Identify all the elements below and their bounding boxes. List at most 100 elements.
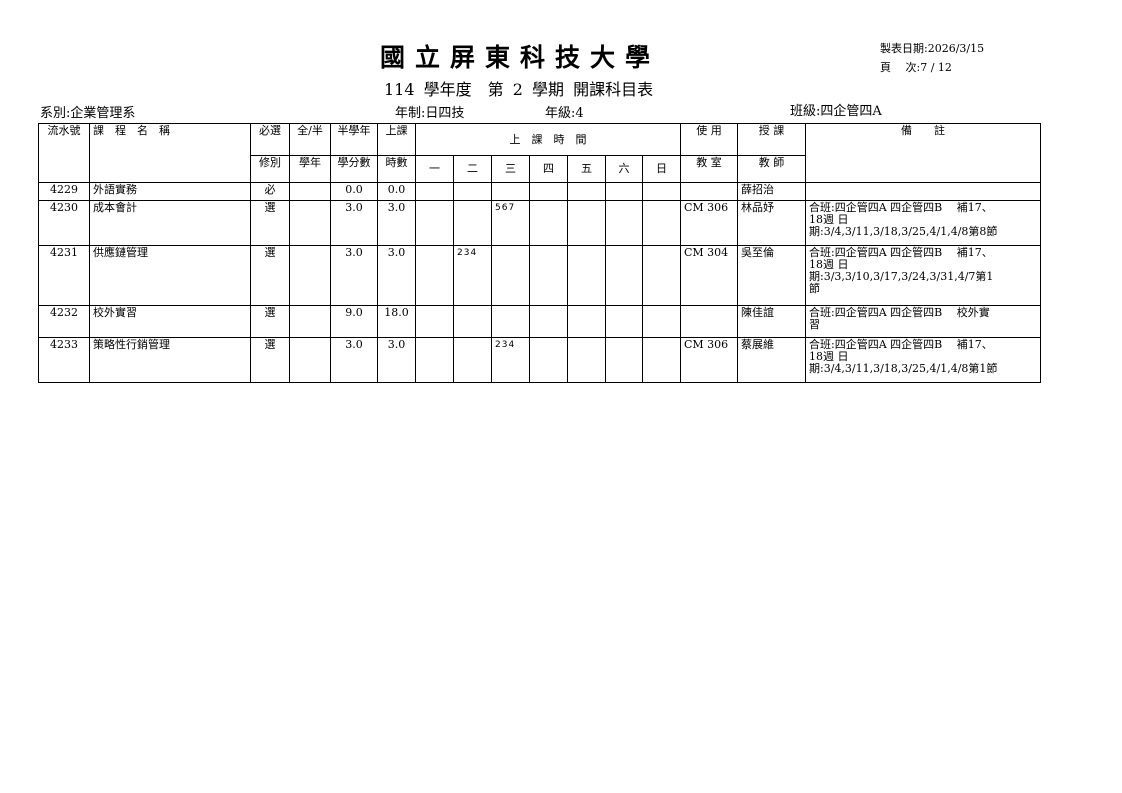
period-cell [415,200,454,246]
period-cell [567,182,606,201]
course-name-cell: 校外實習 [89,305,251,338]
period-cell [453,200,492,246]
remark-line: 合班:四企管四A 四企管四B 校外實 [809,306,990,319]
required-type-cell: 選 [250,200,290,246]
teacher-cell: 薛招治 [737,182,806,201]
remark-line: 期:3/4,3/11,3/18,3/25,4/1,4/8第8節 [809,225,998,238]
remark-cell: 合班:四企管四A 四企管四B 補17、 18週 日期:3/4,3/11,3/18,… [805,200,1041,246]
class-name: 班級:四企管四A [790,104,882,119]
credits-cell: 0.0 [330,182,378,201]
full-half-year-cell [289,182,331,201]
period-cell [529,200,568,246]
credits-cell: 3.0 [330,337,378,383]
header-req-top: 必選 [250,123,290,156]
period-cell: 234 [453,245,492,306]
remark-cell [805,182,1041,201]
teacher-cell: 吳至倫 [737,245,806,306]
credits-cell: 9.0 [330,305,378,338]
print-date: 製表日期:2026/3/15 [880,42,985,55]
period-cell [642,305,681,338]
full-half-year-cell [289,200,331,246]
remark-cell: 合班:四企管四A 四企管四B 補17、 18週 日期:3/4,3/11,3/18,… [805,337,1041,383]
period-cell [453,182,492,201]
period-cell [529,337,568,383]
remark-cell: 合班:四企管四A 四企管四B 校外實習 [805,305,1041,338]
full-half-year-cell [289,337,331,383]
page-number: 頁 次:7 / 12 [880,61,952,74]
teacher-cell: 蔡展維 [737,337,806,383]
remark-line: 18週 日 [809,258,849,271]
remark-line: 期:3/3,3/10,3/17,3/24,3/31,4/7第1 [809,270,994,283]
table-row: 4232 校外實習選 9.0 18.0 陳佳誼 合班:四企管四A 四企管四B 校外實習 [38,305,1041,338]
period-cell [529,305,568,338]
header-serial: 流水號 [38,123,90,183]
hours-cell: 3.0 [377,337,416,383]
remark-line: 合班:四企管四A 四企管四B 補17、 [809,338,993,351]
required-type-cell: 選 [250,305,290,338]
period-cell [605,337,643,383]
required-type-cell: 選 [250,245,290,306]
period-cell [605,245,643,306]
period-cell [415,337,454,383]
header-room-bottom: 教 室 [680,155,738,183]
period-cell [453,305,492,338]
course-name-cell: 策略性行銷管理 [89,337,251,383]
period-cell [567,200,606,246]
full-half-year-cell [289,245,331,306]
period-cell [491,305,530,338]
course-name-cell: 供應鏈管理 [89,245,251,306]
table-row: 4233 策略性行銷管理選 3.0 3.0 234 CM 306 蔡展維 合班:四企管四A 四… [38,337,1041,383]
header-day: 四 [529,155,568,183]
period-cell [642,182,681,201]
header-full-bottom: 學年 [289,155,331,183]
classroom-cell [680,305,738,338]
remark-line: 節 [809,282,820,295]
period-cell [529,245,568,306]
header-teacher-bottom: 教 師 [737,155,806,183]
period-cell [453,337,492,383]
period-cell: 567 [491,200,530,246]
period-cell [529,182,568,201]
remark-line: 合班:四企管四A 四企管四B 補17、 [809,201,993,214]
grade: 年級:4 [545,106,584,121]
credits-cell: 3.0 [330,245,378,306]
header-credit-bottom: 學分數 [330,155,378,183]
serial-cell: 4233 [38,337,90,383]
table-row: 4230 成本會計選 3.0 3.0 567 CM 306 林品妤 合班:四企管四A 四企管四… [38,200,1041,246]
university-title: 國立屏東科技大學 [380,43,661,72]
period-cell [567,337,606,383]
credits-cell: 3.0 [330,200,378,246]
course-name-cell: 外語實務 [89,182,251,201]
header-remark: 備 註 [805,123,1041,183]
header-schedule: 上 課 時 間 [415,123,681,156]
teacher-cell: 陳佳誼 [737,305,806,338]
remark-line: 合班:四企管四A 四企管四B 補17、 [809,246,993,259]
remark-line: 18週 日 [809,213,849,226]
hours-cell: 3.0 [377,245,416,306]
serial-cell: 4232 [38,305,90,338]
serial-cell: 4231 [38,245,90,306]
remark-line: 習 [809,318,820,331]
period-cell [415,245,454,306]
serial-cell: 4229 [38,182,90,201]
table-row: 4231 供應鏈管理選 3.0 3.0 234 CM 304 吳至倫 合班:四企管四A 四企管… [38,245,1041,306]
header-course-name: 課 程 名 稱 [89,123,251,183]
teacher-cell: 林品妤 [737,200,806,246]
serial-cell: 4230 [38,200,90,246]
hours-cell: 3.0 [377,200,416,246]
period-cell [415,305,454,338]
header-hours-top: 上課 [377,123,416,156]
program-system: 年制:日四技 [395,106,465,121]
header-day: 三 [491,155,530,183]
hours-cell: 0.0 [377,182,416,201]
full-half-year-cell [289,305,331,338]
header-day: 二 [453,155,492,183]
header-day: 六 [605,155,643,183]
period-cell [491,245,530,306]
table-row: 4229 外語實務必 0.0 0.0 薛招治 [38,182,1041,201]
header-room-top: 使 用 [680,123,738,156]
period-cell: 234 [491,337,530,383]
course-table: 流水號 課 程 名 稱 必選 全/半 半學年 上課 上 課 時 間 使 用 授 … [38,123,1041,383]
period-cell [567,245,606,306]
remark-line: 18週 日 [809,350,849,363]
